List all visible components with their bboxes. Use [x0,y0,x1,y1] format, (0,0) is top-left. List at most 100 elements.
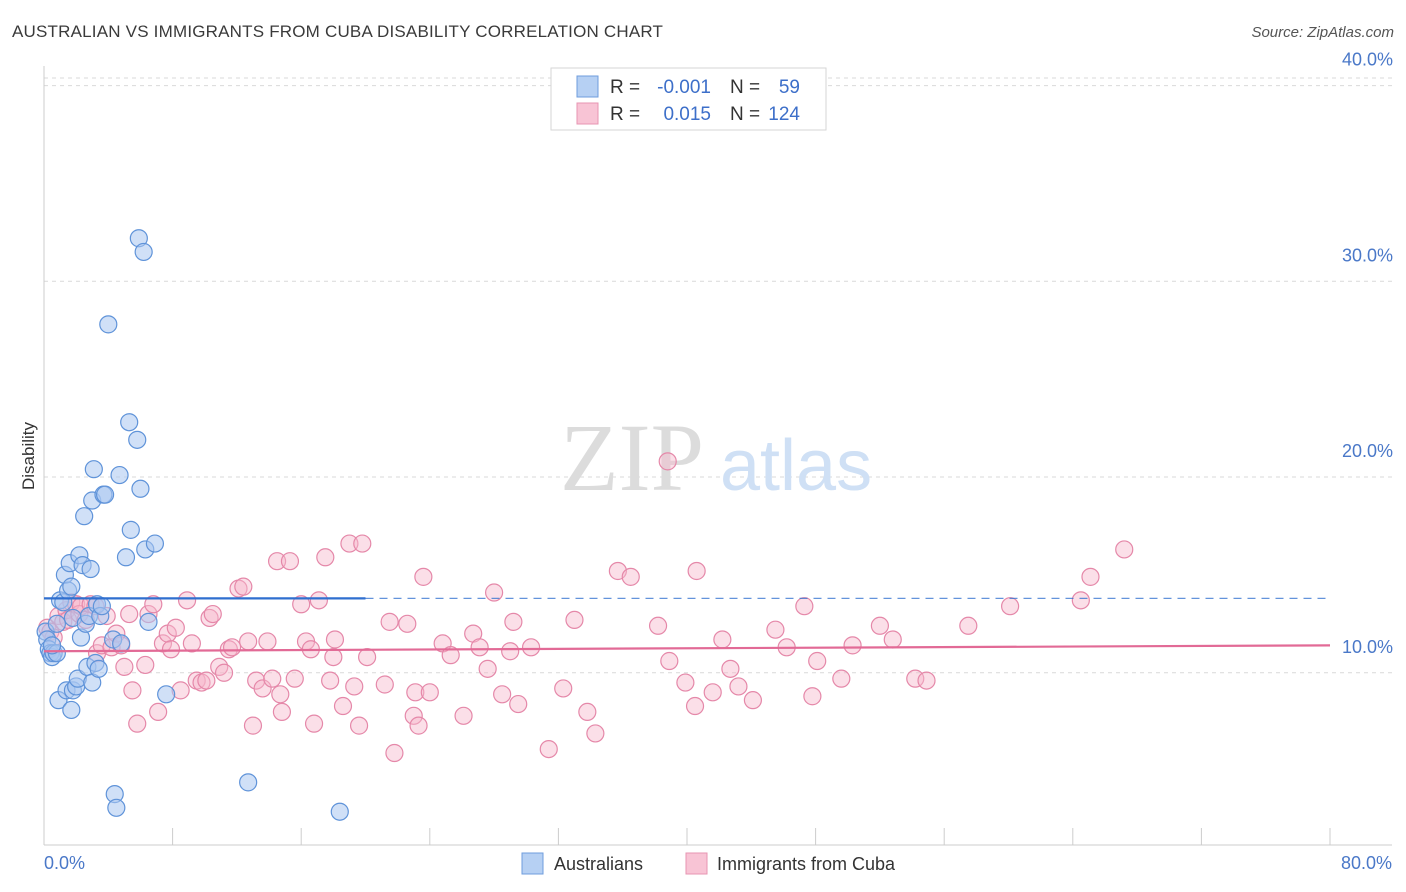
cuba-point [676,673,695,692]
cuba-point [565,610,584,630]
y-tick-label-10: 10.0% [1342,637,1393,657]
cuba-point [285,669,304,688]
cuba-point [578,702,597,722]
legend-n-label-2: N = [730,104,760,125]
bottom-legend-swatch-australians [521,852,544,875]
cuba-point [210,657,229,676]
legend-swatch-australians [576,75,599,98]
y-axis-label: Disability [19,421,38,490]
australian-point [62,700,81,720]
cuba-point [136,655,155,675]
x-tick-label-min: 0.0% [44,853,85,873]
cuba-point [398,614,417,633]
cuba-point [292,595,311,614]
australian-point [128,430,147,449]
cuba-point [222,638,242,657]
cuba-point [687,561,706,581]
cuba-point [808,651,827,671]
cuba-point [324,648,343,667]
bottom-legend-swatch-cuba [685,852,708,875]
cuba-point [470,638,489,657]
cuba-point [177,591,197,610]
cuba-point [120,604,139,624]
cuba-point [1081,567,1100,586]
cuba-point [729,677,748,696]
legend-n-label-1: N = [730,77,760,98]
watermark-atlas: atlas [720,426,872,506]
cuba-point [658,452,677,471]
cuba-point [906,669,925,688]
cuba-point [870,616,890,635]
cuba-point [485,583,504,602]
cuba-point [917,671,936,690]
legend-r-label-2: R = [610,104,640,125]
cuba-point [243,716,263,735]
cuba-point [258,632,277,651]
cuba-point [309,591,328,610]
cuba-point [478,659,497,678]
cuba-point [325,630,345,649]
australian-point [75,507,94,526]
cuba-point [263,669,282,688]
cuba-point [521,638,541,657]
cuba-point [509,694,528,714]
chart-title: AUSTRALIAN VS IMMIGRANTS FROM CUBA DISAB… [12,22,664,41]
legend-r-value-1: -0.001 [657,77,711,98]
cuba-point [380,612,399,631]
cuba-point [743,691,763,710]
australian-point [92,597,111,616]
cuba-point [504,612,523,631]
australian-point [239,773,258,792]
cuba-point [385,743,404,763]
australian-point [157,685,176,704]
cuba-point [721,659,740,678]
cuba-point [203,604,222,624]
x-tick-label-max: 80.0% [1341,853,1392,873]
australian-point [121,520,140,539]
australian-point [134,242,153,262]
australian-point [99,315,118,334]
cuba-point [586,724,605,743]
cuba-point [404,706,423,725]
cuba-point [144,595,163,614]
cuba-point [166,618,185,637]
australian-points [36,229,349,821]
cuba-point [420,683,439,702]
cuba-point [353,534,372,553]
cuba-point [648,616,668,635]
cuba-point [280,552,300,571]
australian-point [120,413,139,432]
cuba-point [414,567,433,586]
cuba-point [239,632,258,651]
australian-point [95,485,115,504]
australian-point [112,634,131,653]
legend-n-value-1: 59 [779,77,800,98]
legend-r-label-1: R = [610,77,640,98]
cuba-point [149,702,168,722]
cuba-point [795,597,814,616]
cuba-point [713,630,732,649]
legend-n-value-2: 124 [768,104,800,125]
cuba-point [272,702,292,722]
cuba-point [959,616,978,635]
cuba-point [358,648,377,667]
cuba-point [340,534,359,553]
cuba-point [267,552,287,571]
y-tick-label-40: 40.0% [1342,50,1393,70]
stats-legend: R = -0.001 N = 59 R = 0.015 N = 124 [550,67,827,131]
cuba-point [493,685,512,704]
cuba-point [161,640,181,659]
trend-lines [43,597,1331,653]
cuba-point [441,646,460,665]
cuba-point [197,671,216,690]
australian-point [116,548,136,567]
cuba-point [333,696,353,716]
cuba-point [349,716,369,735]
source-label: Source: ZipAtlas.com [1251,24,1394,41]
cuba-point [454,706,473,725]
cuba-point [883,630,902,649]
cuba-point [803,687,822,706]
cuba-point [409,716,428,735]
cuba-point [304,714,324,733]
